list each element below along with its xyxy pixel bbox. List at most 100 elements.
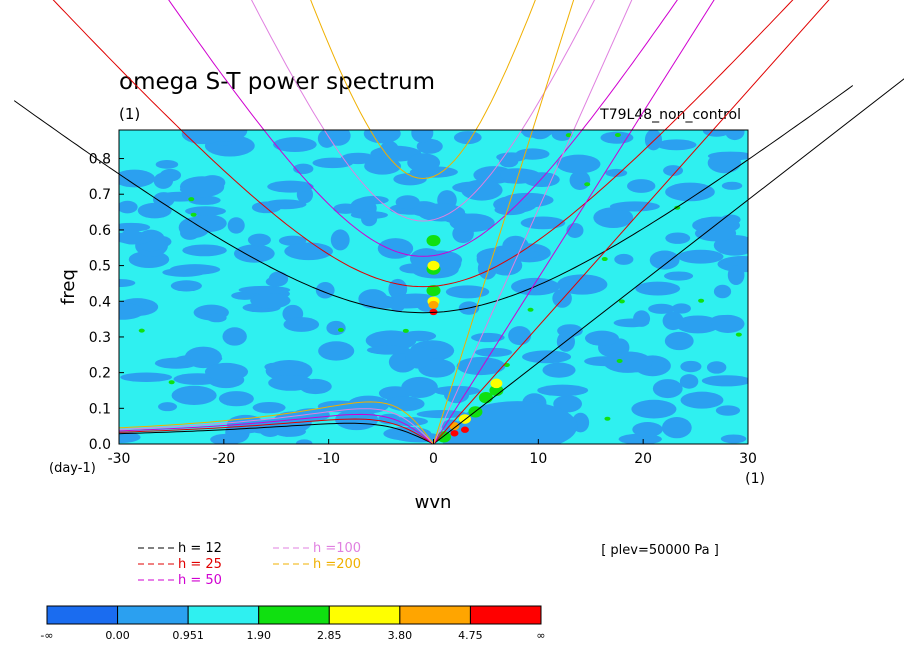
heatmap-blob <box>585 331 619 346</box>
y-tick-label: 0.2 <box>89 366 111 382</box>
colorbar-swatch <box>470 606 541 624</box>
heatmap-blob <box>222 327 246 345</box>
heatmap-blob <box>407 153 440 172</box>
colorbar-swatch <box>259 606 330 624</box>
heatmap-blob <box>521 124 554 137</box>
heatmap-blob <box>411 123 433 143</box>
y-axis-label: freq <box>58 269 79 305</box>
heatmap-speck <box>736 333 742 337</box>
heatmap-blob <box>537 385 588 396</box>
heatmap-blob <box>405 347 431 369</box>
heatmap-blob <box>721 434 747 443</box>
heatmap-blob <box>695 226 736 242</box>
heatmap-blob <box>665 232 690 243</box>
pressure-annotation: [ plev=50000 Pa ] <box>601 543 719 558</box>
y-tick-label: 0.3 <box>89 330 111 346</box>
heatmap-blob <box>680 361 701 372</box>
x-tick-label: 0 <box>429 451 438 467</box>
heatmap-blob <box>158 402 177 411</box>
heatmap-blob <box>378 238 413 259</box>
heatmap-blob <box>264 363 284 371</box>
heatmap-blob <box>396 195 420 209</box>
heatmap-blob <box>417 203 465 221</box>
heatmap-blob <box>708 153 741 174</box>
heatmap-blob <box>171 280 202 291</box>
heatmap-blob <box>631 400 676 419</box>
colorbar-swatch <box>188 606 259 624</box>
heatmap-blob <box>444 387 469 403</box>
heatmap-blob <box>283 317 319 332</box>
heatmap-blob <box>721 215 741 225</box>
heatmap-blob <box>664 271 693 280</box>
heatmap-hotspot <box>490 379 502 389</box>
heatmap-blob <box>707 361 726 373</box>
heatmap-blob <box>154 173 173 189</box>
x-tick-label: 10 <box>529 451 547 467</box>
heatmap-blob <box>248 234 271 247</box>
colorbar-label: -∞ <box>40 629 53 642</box>
x-tick-label: -30 <box>108 451 131 467</box>
heatmap-blob <box>180 176 224 197</box>
colorbar-label: 0.00 <box>105 629 130 642</box>
heatmap-blob <box>401 377 438 398</box>
heatmap-hotspot <box>429 301 439 309</box>
heatmap-blob <box>331 229 350 250</box>
heatmap-speck <box>338 328 344 332</box>
legend-label: h = 25 <box>178 557 222 572</box>
heatmap-blob <box>121 229 142 244</box>
y-axis-units: (day-1) <box>49 461 96 476</box>
heatmap-blob <box>521 217 566 230</box>
heatmap-hotspot <box>427 235 441 246</box>
heatmap-speck <box>584 182 590 186</box>
colorbar-label: ∞ <box>536 629 545 642</box>
legend-label: h =100 <box>313 541 361 556</box>
heatmap-blob <box>228 217 245 233</box>
heatmap-blob <box>250 293 290 309</box>
heatmap-blob <box>318 341 354 360</box>
heatmap-speck <box>698 299 704 303</box>
y-tick-label: 0.4 <box>89 294 111 310</box>
colorbar-label: 2.85 <box>317 629 342 642</box>
colorbar-label: 1.90 <box>246 629 271 642</box>
heatmap-blob <box>656 139 696 150</box>
heatmap-blob <box>266 277 284 287</box>
heatmap-blob <box>500 169 517 180</box>
heatmap-blob <box>728 265 745 285</box>
heatmap-blob <box>267 181 313 193</box>
heatmap-blob <box>457 357 506 375</box>
chart-title: omega S-T power spectrum <box>119 69 435 95</box>
y-tick-label: 0.7 <box>89 187 111 203</box>
heatmap-blob <box>603 351 652 372</box>
heatmap-blob <box>632 422 663 437</box>
run-label: T79L48_non_control <box>599 107 741 123</box>
heatmap-blob <box>665 332 694 350</box>
legend-label: h = 50 <box>178 573 222 588</box>
heatmap-speck <box>191 213 197 217</box>
heatmap-blob <box>499 155 518 167</box>
heatmap-blob <box>253 402 286 413</box>
heatmap-hotspot <box>428 261 440 271</box>
heatmap-blob <box>162 268 205 277</box>
heatmap-blob <box>182 124 225 144</box>
heatmap-blob <box>234 244 275 262</box>
heatmap-blob <box>367 345 411 354</box>
heatmap-blob <box>471 333 505 342</box>
heatmap-blob <box>610 201 660 211</box>
heatmap-speck <box>139 329 145 333</box>
heatmap-blob <box>725 123 744 140</box>
heatmap-speck <box>169 380 175 384</box>
colorbar-label: 0.951 <box>172 629 204 642</box>
y-tick-label: 0.1 <box>89 401 111 417</box>
heatmap-hotspot <box>461 427 469 433</box>
heatmap-blob <box>711 315 744 333</box>
heatmap-blob <box>663 312 684 331</box>
heatmap-blob <box>653 379 683 398</box>
chart-units: (1) <box>119 105 140 123</box>
heatmap-speck <box>602 257 608 261</box>
heatmap-blob <box>268 375 313 391</box>
heatmap-blob <box>316 282 335 298</box>
heatmap-blob <box>714 285 731 298</box>
heatmap-blob <box>274 426 306 436</box>
heatmap-blob <box>502 193 553 208</box>
